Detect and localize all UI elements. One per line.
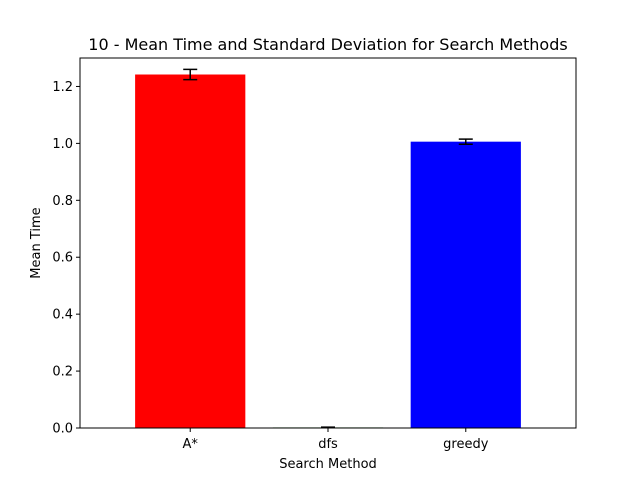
chart-title: 10 - Mean Time and Standard Deviation fo… [88,35,567,54]
bar-greedy [410,141,521,428]
x-tick-label: greedy [443,437,489,452]
y-tick-label: 0.0 [52,422,73,437]
x-axis-label: Search Method [279,457,377,472]
axes-frame [79,57,577,429]
y-tick-label: 1.0 [52,137,73,152]
y-tick-label: 1.2 [52,80,73,95]
x-tick-label: A* [183,437,199,452]
bar-a [135,74,246,428]
y-tick-label: 0.8 [52,194,73,209]
x-tick-label: dfs [318,437,338,452]
y-axis-label: Mean Time [29,207,44,278]
y-tick-label: 0.6 [52,251,73,266]
y-tick-label: 0.2 [52,365,73,380]
y-tick-label: 0.4 [52,308,73,323]
